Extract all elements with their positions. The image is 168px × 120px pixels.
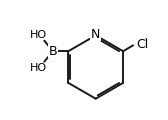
Text: N: N xyxy=(91,28,100,41)
Text: HO: HO xyxy=(30,63,47,73)
Text: B: B xyxy=(49,45,57,58)
Text: HO: HO xyxy=(30,30,47,40)
Text: Cl: Cl xyxy=(136,38,148,51)
